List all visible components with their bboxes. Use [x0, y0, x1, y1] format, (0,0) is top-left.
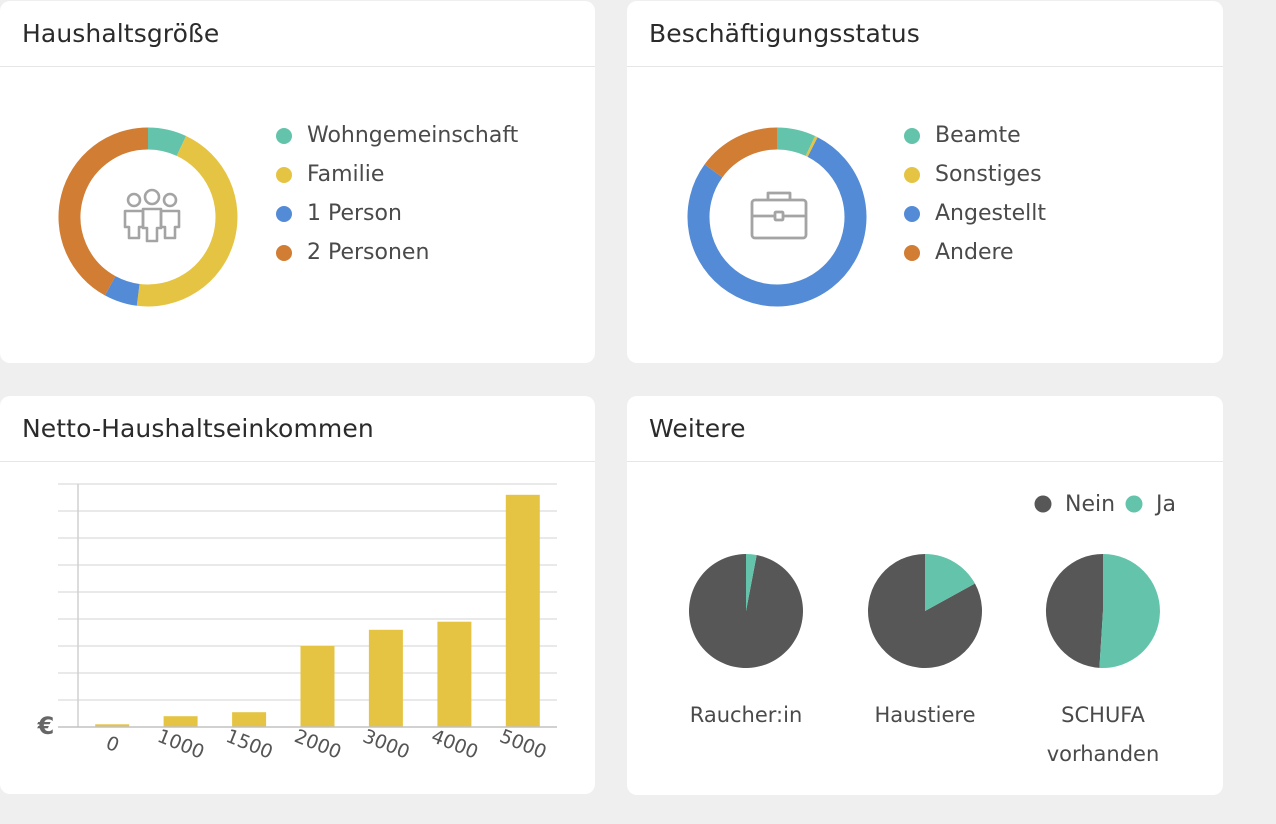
pie-slice-raucher-in-nein[interactable]: [688, 554, 803, 668]
legend-marker: [904, 127, 920, 144]
net-income-card: Netto-Haushaltseinkommen 0 1000 1500 2000 30…: [0, 396, 595, 794]
income-bar-5000[interactable]: [505, 494, 540, 727]
y-axis-unit-label: €: [37, 712, 55, 740]
x-tick-label: 2000: [291, 725, 344, 764]
household-segment-familie[interactable]: [136, 136, 238, 307]
legend-label: Angestellt: [935, 201, 1046, 226]
legend-marker: [276, 244, 292, 261]
more-card: Weitere Nein Ja Raucher:in Haustiere SCHUFA…: [627, 396, 1223, 795]
x-tick-label: 1000: [154, 725, 207, 764]
legend-label: Familie: [307, 162, 385, 187]
pie-slice-raucher-in-ja[interactable]: [746, 554, 757, 611]
household-size-legend: Wohngemeinschaft Familie 1 Person 2 Persone…: [276, 116, 518, 272]
pie-label-raucher-in: Raucher:in: [690, 703, 803, 727]
legend-item-sonstiges[interactable]: Sonstiges: [904, 155, 1046, 194]
employment-status-title: Beschäftigungsstatus: [627, 1, 1223, 67]
legend-marker: [904, 244, 920, 261]
income-bar-2000[interactable]: [300, 646, 335, 727]
employment-status-legend: Beamte Sonstiges Angestellt Andere: [904, 116, 1046, 272]
household-size-title: Haushaltsgröße: [0, 1, 595, 67]
legend-marker: [904, 166, 920, 183]
employment-status-card: Beschäftigungsstatus Beamte Sonstiges Ange…: [627, 1, 1223, 363]
x-tick-label: 4000: [428, 725, 481, 764]
household-size-card: Haushaltsgröße Wohngemeinschaft Familie 1 …: [0, 1, 595, 363]
net-income-bar-chart: 0 1000 1500 2000 3000 4000 5000 €: [37, 483, 557, 764]
briefcase-icon: [750, 191, 808, 240]
household-size-donut-chart: [58, 127, 238, 307]
employment-status-donut-chart: [687, 127, 867, 307]
employment-segment-andere[interactable]: [704, 127, 778, 178]
x-tick-label: 3000: [360, 725, 413, 764]
legend-label: Andere: [935, 240, 1014, 265]
legend-item-angestellt[interactable]: Angestellt: [904, 194, 1046, 233]
legend-item-wohngemeinschaft[interactable]: Wohngemeinschaft: [276, 116, 518, 155]
employment-segment-beamte[interactable]: [776, 127, 816, 157]
legend-label-ja[interactable]: Ja: [1154, 492, 1176, 517]
employment-segment-angestellt[interactable]: [687, 137, 867, 307]
x-tick-label: 1500: [223, 725, 276, 764]
legend-item-2-personen[interactable]: 2 Personen: [276, 233, 518, 272]
pie-slice-schufa-vorhanden-nein[interactable]: [1045, 554, 1103, 668]
x-tick-label: 0: [103, 732, 122, 757]
legend-label: 2 Personen: [307, 240, 430, 265]
income-bar-1000[interactable]: [163, 716, 198, 727]
legend-item-familie[interactable]: Familie: [276, 155, 518, 194]
income-bar-4000[interactable]: [437, 621, 472, 727]
pie-schufa-vorhanden: [1045, 554, 1160, 668]
pie-label-schufa-vorhanden: vorhanden: [1047, 742, 1160, 766]
legend-label-nein[interactable]: Nein: [1065, 492, 1115, 517]
legend-item-1-person[interactable]: 1 Person: [276, 194, 518, 233]
pie-haustiere: [868, 554, 983, 668]
legend-item-beamte[interactable]: Beamte: [904, 116, 1046, 155]
pie-slice-schufa-vorhanden-ja[interactable]: [1099, 554, 1160, 668]
x-tick-label: 5000: [497, 725, 550, 764]
legend-label: Wohngemeinschaft: [307, 123, 519, 148]
more-title: Weitere: [627, 396, 1223, 462]
pie-slice-haustiere-ja[interactable]: [925, 554, 975, 611]
employment-segment-sonstiges[interactable]: [805, 136, 818, 157]
income-bar-1500[interactable]: [232, 712, 267, 727]
legend-marker-nein: [1034, 495, 1052, 513]
pie-slice-haustiere-nein[interactable]: [868, 554, 983, 668]
more-pie-charts: Nein Ja Raucher:in Haustiere SCHUFA vorhande…: [688, 492, 1176, 766]
pie-raucher-in: [688, 554, 803, 668]
legend-marker: [904, 205, 920, 222]
pie-label-haustiere: Haustiere: [875, 703, 976, 727]
legend-label: Beamte: [935, 123, 1021, 148]
legend-marker: [276, 127, 292, 144]
legend-label: 1 Person: [307, 201, 402, 226]
income-bar-3000[interactable]: [368, 629, 403, 727]
household-segment-2-personen[interactable]: [58, 127, 149, 296]
legend-marker: [276, 166, 292, 183]
legend-item-andere[interactable]: Andere: [904, 233, 1046, 272]
legend-marker: [276, 205, 292, 222]
household-segment-wohngemeinschaft[interactable]: [147, 127, 187, 157]
net-income-title: Netto-Haushaltseinkommen: [0, 396, 595, 462]
legend-label: Sonstiges: [935, 162, 1042, 187]
pie-label-schufa-vorhanden: SCHUFA: [1061, 703, 1145, 727]
people-group-icon: [123, 188, 181, 243]
household-segment-1-person[interactable]: [104, 275, 140, 306]
legend-marker-ja: [1125, 495, 1143, 513]
income-bar-0[interactable]: [95, 724, 130, 727]
